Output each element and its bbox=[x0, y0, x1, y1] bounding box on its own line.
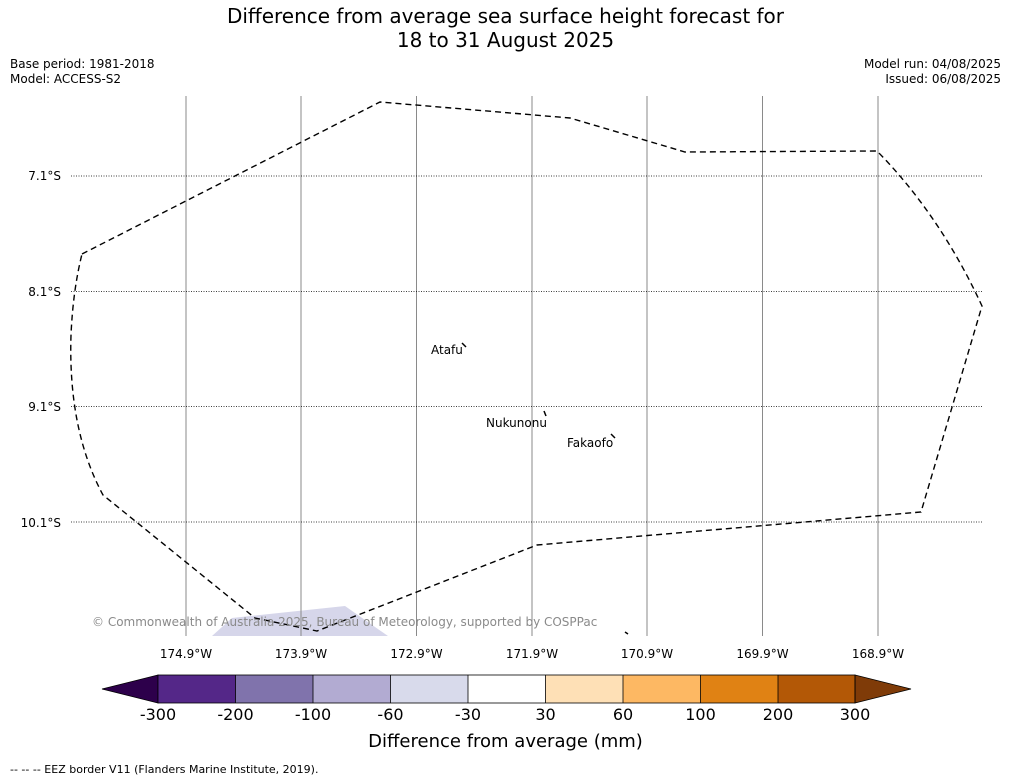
colorbar-segment bbox=[313, 675, 391, 703]
place-label-atafu: Atafu bbox=[431, 343, 463, 357]
meridian-lines bbox=[185, 96, 879, 636]
lon-label: 173.9°W bbox=[275, 647, 327, 661]
model-name: Model: ACCESS-S2 bbox=[10, 72, 122, 86]
colorbar-segment bbox=[235, 675, 313, 703]
lat-label: 7.1°S bbox=[28, 169, 61, 183]
colorbar-tick-labels: -300 -200 -100 -60 -30 30 60 100 200 300 bbox=[140, 705, 870, 724]
lon-label: 174.9°W bbox=[160, 647, 212, 661]
eez-legend: -- -- -- EEZ border V11 (Flanders Marine… bbox=[10, 763, 319, 776]
model-run: Model run: 04/08/2025 bbox=[863, 57, 1001, 71]
colorbar-tick: 200 bbox=[763, 705, 794, 724]
colorbar-extend-high bbox=[854, 674, 912, 704]
small-islet bbox=[624, 631, 629, 635]
colorbar-segment bbox=[390, 675, 468, 703]
nukunonu-atoll bbox=[543, 410, 547, 417]
colorbar-tick: 60 bbox=[613, 705, 633, 724]
place-label-fakaofo: Fakaofo bbox=[567, 436, 613, 450]
lat-label: 10.1°S bbox=[21, 516, 61, 530]
colorbar-extend-low bbox=[101, 674, 159, 704]
colorbar-tick: -200 bbox=[217, 705, 253, 724]
base-period: Base period: 1981-2018 bbox=[10, 57, 155, 71]
lon-label: 168.9°W bbox=[852, 647, 904, 661]
place-label-nukunonu: Nukunonu bbox=[486, 416, 547, 430]
lon-label: 172.9°W bbox=[390, 647, 442, 661]
meta-left: Base period: 1981-2018 Model: ACCESS-S2 bbox=[10, 57, 155, 87]
colorbar-tick: 300 bbox=[840, 705, 871, 724]
lon-label: 169.9°W bbox=[736, 647, 788, 661]
copyright-notice: © Commonwealth of Australia 2025, Bureau… bbox=[92, 615, 597, 629]
anomaly-patch bbox=[212, 606, 388, 636]
colorbar-tick: -60 bbox=[377, 705, 403, 724]
colorbar bbox=[101, 674, 912, 704]
colorbar-segment bbox=[468, 675, 546, 703]
atoll-shapes bbox=[461, 342, 629, 635]
lat-label: 8.1°S bbox=[28, 285, 61, 299]
latitude-labels: 7.1°S 8.1°S 9.1°S 10.1°S bbox=[21, 169, 61, 530]
meta-right: Model run: 04/08/2025 Issued: 06/08/2025 bbox=[864, 57, 1001, 87]
lon-label: 171.9°W bbox=[506, 647, 558, 661]
colorbar-segment bbox=[623, 675, 701, 703]
lat-label: 9.1°S bbox=[28, 400, 61, 414]
lon-label: 170.9°W bbox=[621, 647, 673, 661]
colorbar-segment bbox=[700, 675, 778, 703]
title-line-2: 18 to 31 August 2025 bbox=[396, 28, 615, 52]
colorbar-tick: -300 bbox=[140, 705, 176, 724]
atafu-atoll bbox=[461, 342, 467, 348]
colorbar-tick: 100 bbox=[685, 705, 716, 724]
colorbar-dividers bbox=[235, 675, 779, 703]
colorbar-segment bbox=[778, 675, 855, 703]
longitude-labels: 174.9°W 173.9°W 172.9°W 171.9°W 170.9°W … bbox=[160, 647, 904, 661]
map-title: Difference from average sea surface heig… bbox=[0, 4, 1011, 52]
fakaofo-atoll bbox=[610, 433, 616, 439]
colorbar-label: Difference from average (mm) bbox=[368, 731, 643, 752]
colorbar-segment bbox=[545, 675, 623, 703]
colorbar-segment bbox=[158, 675, 236, 703]
title-line-1: Difference from average sea surface heig… bbox=[226, 4, 785, 28]
colorbar-tick: 30 bbox=[535, 705, 555, 724]
issued-date: Issued: 06/08/2025 bbox=[885, 72, 1001, 86]
colorbar-tick: -100 bbox=[295, 705, 331, 724]
colorbar-outline bbox=[157, 674, 856, 704]
parallel-lines bbox=[71, 175, 982, 523]
eez-border bbox=[70, 101, 983, 632]
colorbar-tick: -30 bbox=[455, 705, 481, 724]
